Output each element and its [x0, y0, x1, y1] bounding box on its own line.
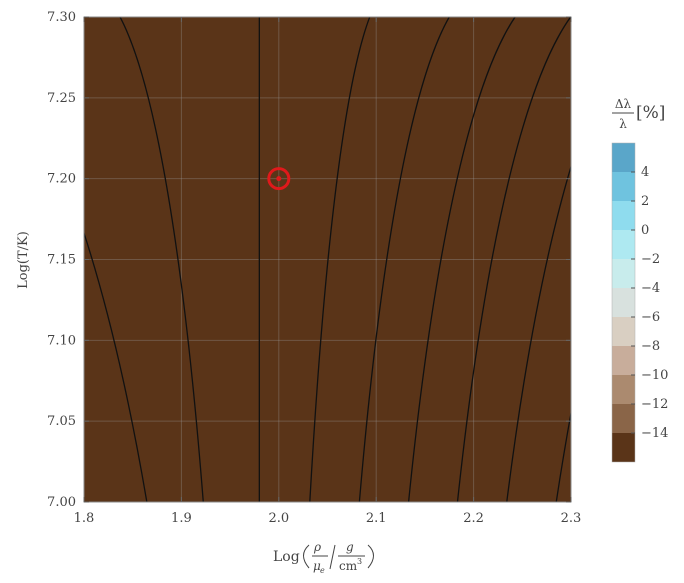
- legend-tick-label: −8: [641, 339, 660, 354]
- legend-band: [612, 375, 635, 404]
- x-label-rho: ρ: [313, 540, 321, 554]
- y-tick-label: 7.30: [47, 10, 76, 25]
- contour-line: [456, 17, 571, 502]
- legend-tick-label: 2: [641, 194, 649, 209]
- x-tick-label: 2.3: [561, 511, 582, 526]
- contour-line: [119, 17, 204, 502]
- x-label-g: g: [346, 540, 354, 554]
- contour-line: [358, 17, 451, 502]
- legend-tick-label: 0: [641, 223, 649, 238]
- y-tick-label: 7.15: [47, 253, 76, 268]
- legend-tick-labels: 4 2 0 −2 −4 −6 −8 −10 −12 −14: [631, 165, 668, 441]
- contour-line: [506, 164, 571, 502]
- x-label-prefix: Log: [273, 549, 300, 565]
- contour-line: [309, 17, 371, 502]
- legend-color-bands: [611, 142, 636, 463]
- legend-band: [612, 317, 635, 346]
- legend-tick-label: −10: [641, 368, 668, 383]
- x-tick-label: 2.2: [463, 511, 484, 526]
- legend-band: [612, 172, 635, 201]
- legend-tick-label: −6: [641, 310, 660, 325]
- legend-band: [612, 230, 635, 259]
- legend-band: [612, 433, 635, 462]
- legend-tick-label: −12: [641, 397, 668, 412]
- contour-line: [407, 17, 516, 502]
- legend-tick-label: 4: [641, 165, 649, 180]
- contour-line: [84, 231, 148, 502]
- y-tick-label: 7.00: [47, 495, 76, 510]
- marker-ring: [267, 167, 291, 191]
- legend-tick-label: −14: [641, 426, 668, 441]
- legend-band: [612, 143, 635, 172]
- legend-band: [612, 404, 635, 433]
- x-axis-ticks: 1.8 1.9 2.0 2.1 2.2 2.3: [74, 17, 582, 526]
- legend-tick-label: −2: [641, 252, 660, 267]
- legend-title-unit: [%]: [636, 103, 665, 123]
- contour-lines: [84, 17, 571, 502]
- y-axis-ticks: 7.00 7.05 7.10 7.15 7.20 7.25 7.30: [47, 10, 571, 510]
- legend-band: [612, 288, 635, 317]
- y-tick-label: 7.10: [47, 333, 76, 348]
- reference-point-marker: [267, 167, 291, 191]
- legend-band: [612, 201, 635, 230]
- x-axis-label: Log ρ μ e g cm 3: [273, 540, 374, 575]
- legend: Δλ λ [%] 4 2 0 −2 −4 −6 −8 −10 −12 −14: [611, 97, 668, 463]
- x-tick-label: 2.1: [366, 511, 387, 526]
- x-tick-label: 1.8: [74, 511, 95, 526]
- contour-line: [555, 410, 571, 502]
- y-tick-label: 7.05: [47, 414, 76, 429]
- legend-frame: [611, 142, 636, 463]
- legend-title-numerator: Δλ: [615, 97, 632, 111]
- legend-band: [612, 259, 635, 288]
- y-axis-label: Log(T/K): [16, 231, 31, 289]
- y-tick-label: 7.20: [47, 172, 76, 187]
- legend-band: [612, 346, 635, 375]
- x-tick-label: 1.9: [171, 511, 192, 526]
- x-label-cm-exponent: 3: [357, 557, 362, 566]
- x-label-mu: μ: [313, 559, 321, 573]
- x-tick-label: 2.0: [268, 511, 289, 526]
- marker-dot: [276, 176, 282, 182]
- legend-tick-label: −4: [641, 281, 660, 296]
- x-label-cm: cm: [339, 559, 358, 573]
- legend-title-denominator: λ: [619, 117, 627, 131]
- y-tick-label: 7.25: [47, 91, 76, 106]
- x-label-mu-subscript: e: [320, 566, 325, 575]
